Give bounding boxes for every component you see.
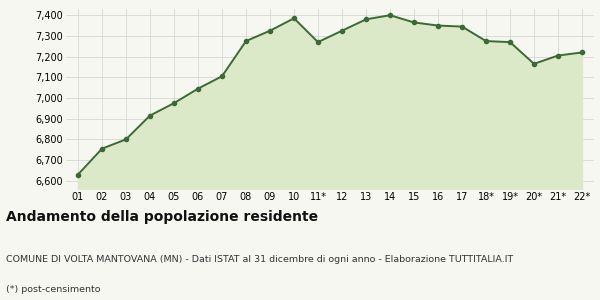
- Text: COMUNE DI VOLTA MANTOVANA (MN) - Dati ISTAT al 31 dicembre di ogni anno - Elabor: COMUNE DI VOLTA MANTOVANA (MN) - Dati IS…: [6, 255, 513, 264]
- Text: Andamento della popolazione residente: Andamento della popolazione residente: [6, 210, 318, 224]
- Text: (*) post-censimento: (*) post-censimento: [6, 285, 101, 294]
